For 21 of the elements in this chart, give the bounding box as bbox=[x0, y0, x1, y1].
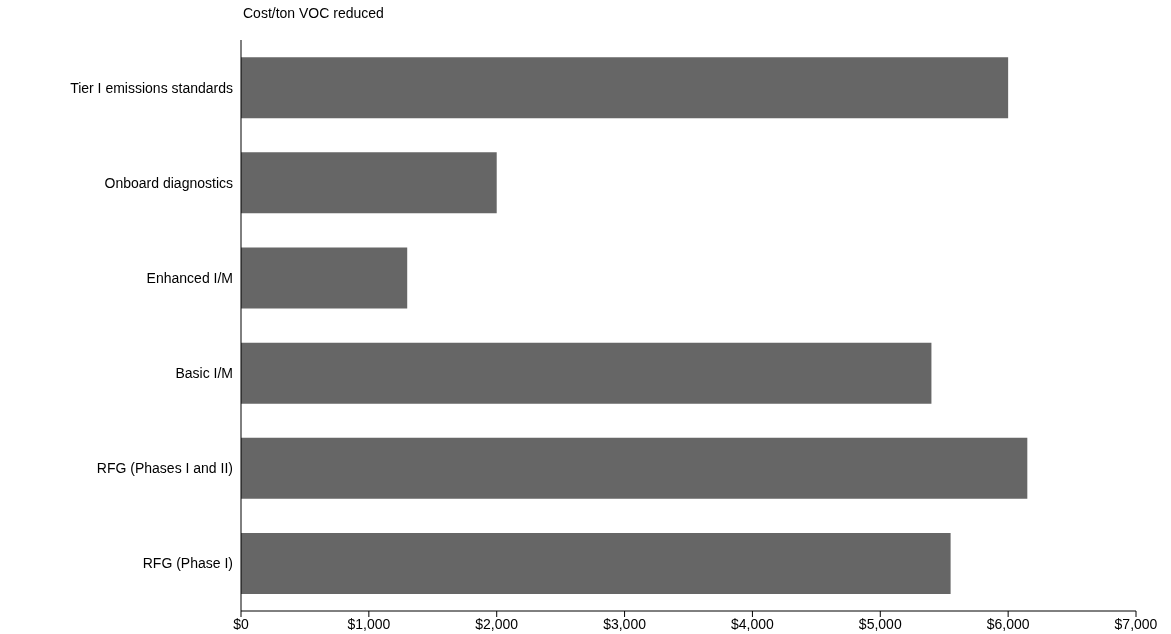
x-tick-label: $7,000 bbox=[1114, 615, 1158, 632]
bar bbox=[241, 57, 1009, 119]
y-tick-label: Basic I/M bbox=[175, 365, 233, 382]
x-tick-label: $0 bbox=[233, 615, 249, 632]
x-tick-label: $5,000 bbox=[858, 615, 902, 632]
x-tick-label: $1,000 bbox=[347, 615, 391, 632]
y-tick-label: RFG (Phases I and II) bbox=[96, 460, 233, 477]
y-tick-label: Enhanced I/M bbox=[146, 269, 233, 286]
bar bbox=[241, 152, 497, 214]
x-tick-label: $6,000 bbox=[986, 615, 1030, 632]
bar bbox=[241, 532, 951, 594]
y-tick-label: RFG (Phase I) bbox=[142, 555, 233, 572]
bar bbox=[241, 437, 1028, 499]
y-tick-label: Onboard diagnostics bbox=[104, 174, 233, 191]
x-tick-label: $2,000 bbox=[475, 615, 519, 632]
chart-title: Cost/ton VOC reduced bbox=[243, 5, 384, 21]
y-tick-label: Tier I emissions standards bbox=[70, 79, 233, 96]
x-tick-label: $3,000 bbox=[603, 615, 647, 632]
bar bbox=[241, 342, 932, 404]
bar bbox=[241, 247, 408, 309]
x-tick-label: $4,000 bbox=[731, 615, 775, 632]
